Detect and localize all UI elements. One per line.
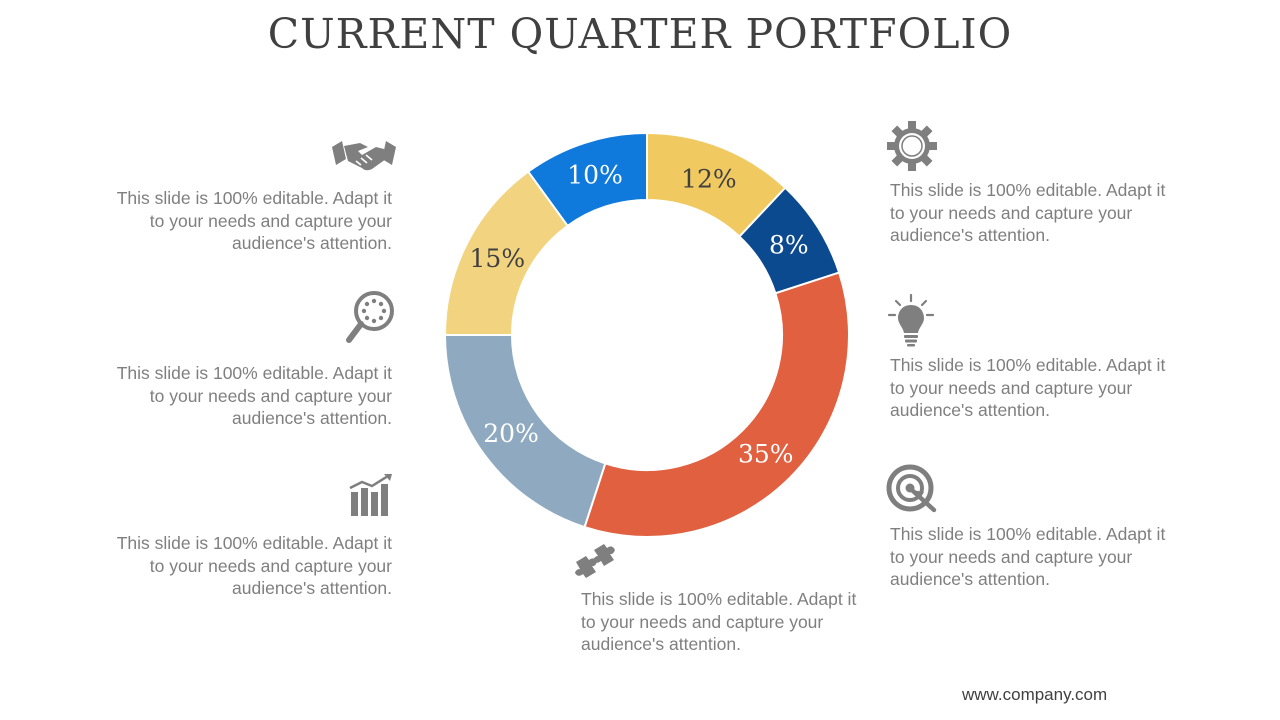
description-bottom-center: This slide is 100% editable. Adapt it to… <box>581 589 857 654</box>
description-left-middle: This slide is 100% editable. Adapt it to… <box>116 363 392 428</box>
target-icon <box>886 464 937 513</box>
donut-slice <box>526 131 648 228</box>
donut-slice-label: 12% <box>681 164 737 193</box>
description-right-top: This slide is 100% editable. Adapt it to… <box>890 180 1166 245</box>
page-title: CURRENT QUARTER PORTFOLIO <box>267 10 1013 58</box>
handshake-icon <box>332 141 396 171</box>
donut-slice-label: 35% <box>738 439 794 468</box>
description-left-bottom: This slide is 100% editable. Adapt it to… <box>116 533 392 598</box>
magnifier-icon <box>346 291 394 343</box>
puzzle-icon <box>575 544 615 578</box>
description-right-bottom: This slide is 100% editable. Adapt it to… <box>890 524 1166 589</box>
donut-slice-label: 20% <box>483 419 539 448</box>
lightbulb-icon <box>887 293 935 347</box>
donut-slice <box>583 271 850 538</box>
description-right-middle: This slide is 100% editable. Adapt it to… <box>890 355 1166 420</box>
description-left-top: This slide is 100% editable. Adapt it to… <box>116 188 392 253</box>
gear-icon <box>887 121 937 171</box>
donut-slice-label: 8% <box>769 230 809 259</box>
donut-slice-label: 10% <box>567 161 623 190</box>
donut-slice-label: 15% <box>470 244 526 273</box>
growth-chart-icon <box>349 474 392 516</box>
footer-url: www.company.com <box>962 685 1108 704</box>
